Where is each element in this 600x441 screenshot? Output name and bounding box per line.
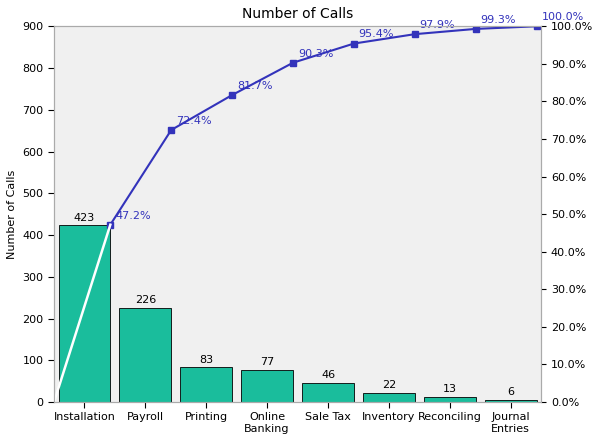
Text: 81.7%: 81.7% [237, 81, 272, 91]
Bar [119, 308, 171, 402]
Text: 47.2%: 47.2% [115, 210, 151, 220]
Bar [59, 225, 110, 402]
Text: 13: 13 [443, 384, 457, 394]
Text: 22: 22 [382, 380, 396, 390]
Text: 95.4%: 95.4% [359, 30, 394, 39]
Bar [181, 367, 232, 402]
Text: 226: 226 [135, 295, 156, 305]
Bar [241, 370, 293, 402]
Text: 77: 77 [260, 357, 274, 367]
Text: 72.4%: 72.4% [176, 116, 212, 126]
Text: 97.9%: 97.9% [419, 20, 455, 30]
Bar [424, 396, 476, 402]
Text: 83: 83 [199, 355, 214, 365]
Text: 6: 6 [507, 387, 514, 397]
Title: Number of Calls: Number of Calls [242, 7, 353, 21]
Y-axis label: Number of Calls: Number of Calls [7, 169, 17, 259]
Bar [302, 383, 354, 402]
Bar [485, 400, 536, 402]
Text: 99.3%: 99.3% [481, 15, 516, 25]
Text: 90.3%: 90.3% [298, 49, 333, 59]
Text: 100.0%: 100.0% [541, 12, 584, 22]
Bar [363, 393, 415, 402]
Text: 46: 46 [321, 370, 335, 380]
Text: 423: 423 [74, 213, 95, 223]
